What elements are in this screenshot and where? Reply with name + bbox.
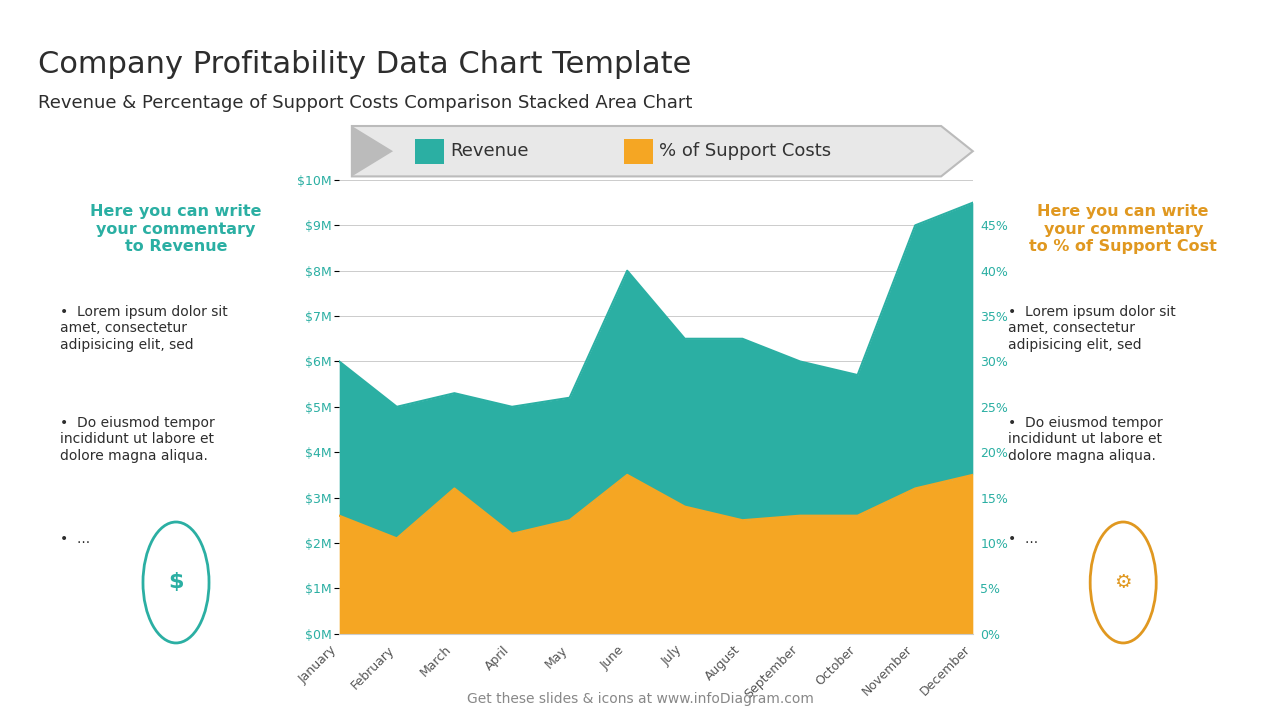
Text: Here you can write
your commentary
to Revenue: Here you can write your commentary to Re… — [91, 204, 261, 254]
Text: Revenue: Revenue — [451, 143, 529, 161]
Text: •  Lorem ipsum dolor sit
amet, consectetur
adipisicing elit, sed: • Lorem ipsum dolor sit amet, consectetu… — [1007, 305, 1175, 351]
Text: % of Support Costs: % of Support Costs — [659, 143, 831, 161]
Text: •  Lorem ipsum dolor sit
amet, consectetur
adipisicing elit, sed: • Lorem ipsum dolor sit amet, consectetu… — [60, 305, 228, 351]
Polygon shape — [352, 126, 973, 176]
Text: Here you can write
your commentary
to % of Support Cost: Here you can write your commentary to % … — [1029, 204, 1217, 254]
Text: $: $ — [168, 572, 184, 593]
Text: Revenue & Percentage of Support Costs Comparison Stacked Area Chart: Revenue & Percentage of Support Costs Co… — [38, 94, 692, 112]
Text: •  Do eiusmod tempor
incididunt ut labore et
dolore magna aliqua.: • Do eiusmod tempor incididunt ut labore… — [1007, 416, 1162, 462]
Polygon shape — [352, 126, 393, 176]
Text: •  ...: • ... — [1007, 532, 1038, 546]
Bar — [625, 138, 653, 163]
Text: Company Profitability Data Chart Template: Company Profitability Data Chart Templat… — [38, 50, 691, 79]
Text: Get these slides & icons at www.infoDiagram.com: Get these slides & icons at www.infoDiag… — [467, 692, 813, 706]
Text: ⚙: ⚙ — [1115, 573, 1132, 592]
Text: •  Do eiusmod tempor
incididunt ut labore et
dolore magna aliqua.: • Do eiusmod tempor incididunt ut labore… — [60, 416, 215, 462]
Bar — [415, 138, 444, 163]
Text: •  ...: • ... — [60, 532, 91, 546]
